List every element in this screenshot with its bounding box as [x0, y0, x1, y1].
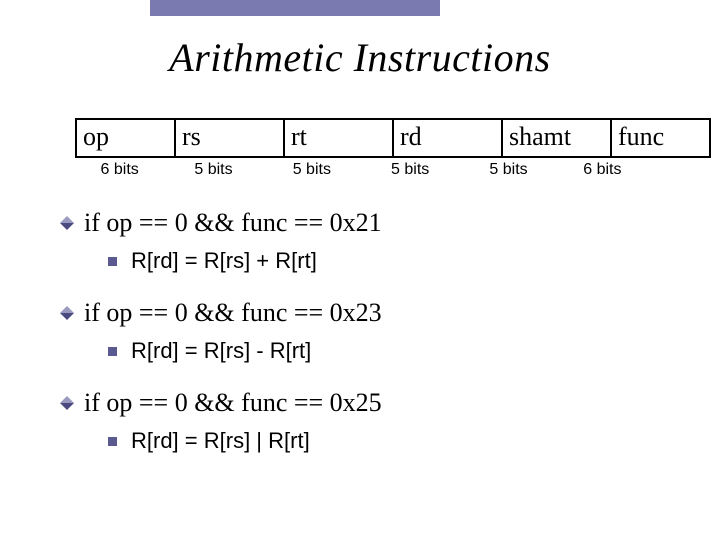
instruction-format-table: oprsrtrdshamtfunc	[75, 118, 711, 158]
square-bullet-icon	[108, 437, 117, 446]
bits-label: 5 bits	[459, 161, 557, 179]
action-item: R[rd] = R[rs] - R[rt]	[108, 338, 660, 364]
bits-label: 6 bits	[75, 161, 164, 179]
diamond-bullet-icon	[60, 306, 74, 320]
decorative-top-bar	[150, 0, 440, 16]
condition-item: if op == 0 && func == 0x21	[60, 208, 660, 238]
bits-label: 5 bits	[263, 161, 361, 179]
field-cell: op	[76, 119, 175, 157]
action-item: R[rd] = R[rs] + R[rt]	[108, 248, 660, 274]
bits-label: 6 bits	[558, 161, 647, 179]
bits-label: 5 bits	[361, 161, 459, 179]
condition-text: if op == 0 && func == 0x21	[84, 208, 382, 238]
square-bullet-icon	[108, 257, 117, 266]
diamond-bullet-icon	[60, 216, 74, 230]
slide-title: Arithmetic Instructions	[0, 34, 720, 81]
bit-widths-row: 6 bits5 bits5 bits5 bits5 bits6 bits	[75, 161, 647, 179]
action-text: R[rd] = R[rs] - R[rt]	[131, 338, 311, 364]
condition-text: if op == 0 && func == 0x23	[84, 298, 382, 328]
field-cell: rs	[175, 119, 284, 157]
condition-text: if op == 0 && func == 0x25	[84, 388, 382, 418]
square-bullet-icon	[108, 347, 117, 356]
diamond-bullet-icon	[60, 396, 74, 410]
bits-label: 5 bits	[164, 161, 262, 179]
field-names-row: oprsrtrdshamtfunc	[76, 119, 710, 157]
field-cell: shamt	[502, 119, 611, 157]
condition-item: if op == 0 && func == 0x23	[60, 298, 660, 328]
action-item: R[rd] = R[rs] | R[rt]	[108, 428, 660, 454]
field-cell: rd	[393, 119, 502, 157]
action-text: R[rd] = R[rs] | R[rt]	[131, 428, 310, 454]
field-cell: func	[611, 119, 710, 157]
field-cell: rt	[284, 119, 393, 157]
rules-list: if op == 0 && func == 0x21 R[rd] = R[rs] …	[60, 208, 660, 478]
action-text: R[rd] = R[rs] + R[rt]	[131, 248, 317, 274]
condition-item: if op == 0 && func == 0x25	[60, 388, 660, 418]
slide: Arithmetic Instructions oprsrtrdshamtfun…	[0, 0, 720, 540]
